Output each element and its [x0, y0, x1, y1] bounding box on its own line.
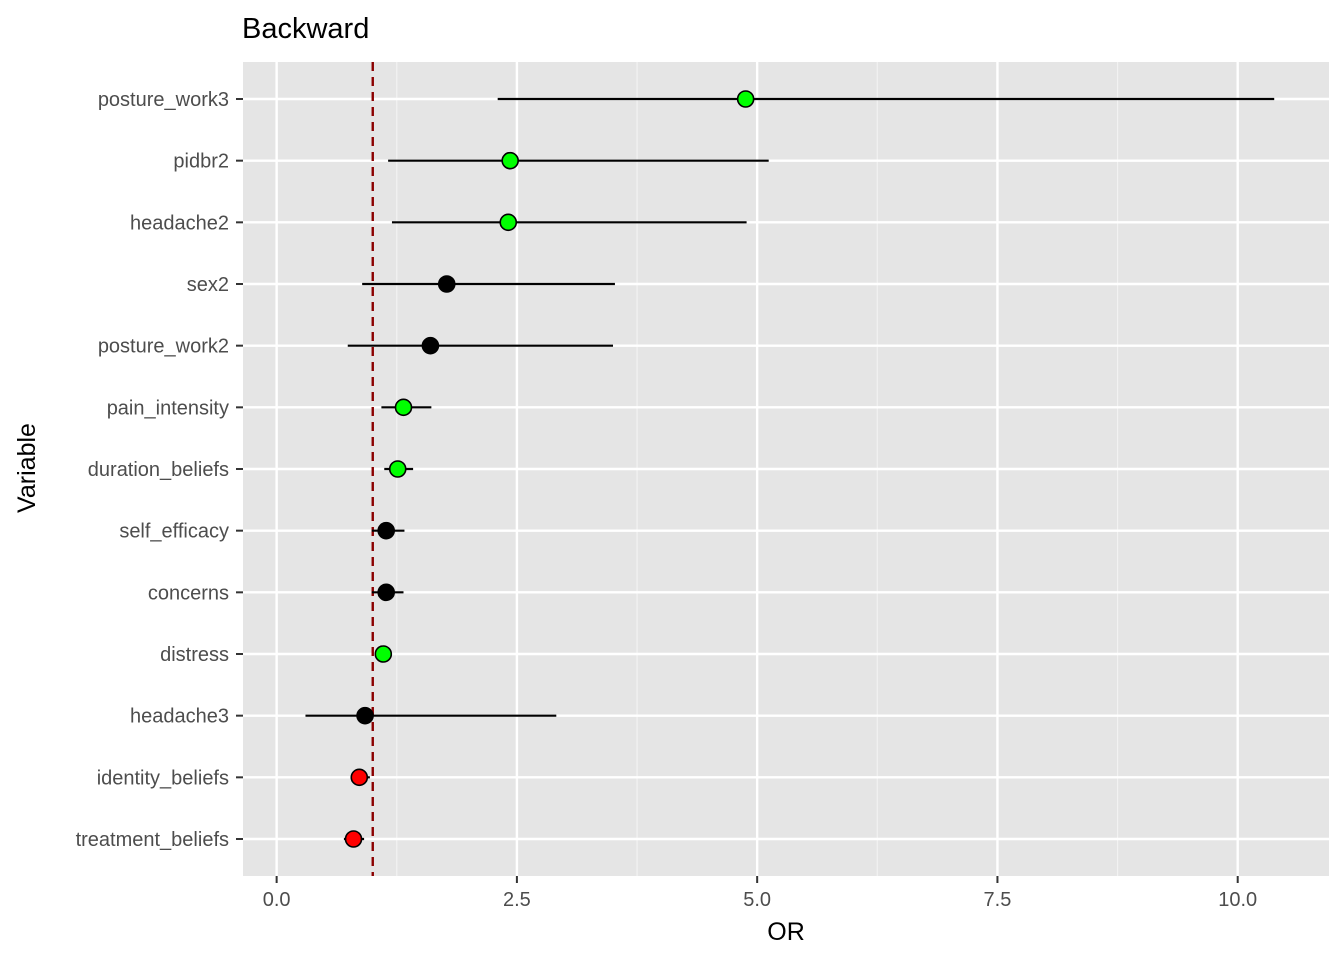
or-point	[344, 830, 363, 848]
y-tick-label: self_efficacy	[119, 521, 229, 543]
or-point	[388, 460, 407, 478]
x-axis-title: OR	[767, 918, 805, 946]
x-tick-label: 2.5	[503, 889, 531, 911]
y-tick-label: duration_beliefs	[88, 459, 229, 481]
or-point	[421, 336, 440, 355]
or-point	[356, 706, 374, 725]
or-point	[501, 151, 519, 170]
or-point	[350, 768, 369, 787]
or-point	[394, 398, 413, 417]
y-tick-label: posture_work2	[98, 336, 229, 358]
or-point	[437, 275, 456, 293]
x-tick-label: 5.0	[743, 889, 771, 911]
y-tick-label: distress	[160, 644, 229, 666]
chart-title: Backward	[242, 13, 369, 45]
y-tick-label: headache2	[130, 212, 229, 234]
y-tick-label: sex2	[187, 274, 229, 296]
y-tick-label: posture_work3	[98, 89, 229, 111]
x-tick-label: 0.0	[263, 889, 291, 911]
y-tick-label: concerns	[148, 582, 229, 604]
y-tick-label: identity_beliefs	[97, 767, 229, 789]
y-tick-label: headache3	[130, 706, 229, 728]
x-tick-label: 7.5	[984, 889, 1012, 911]
or-point	[377, 521, 395, 540]
y-tick-label: pidbr2	[173, 151, 229, 173]
y-axis-title: Variable	[13, 423, 41, 513]
or-point	[736, 90, 755, 108]
y-tick-label: treatment_beliefs	[76, 829, 229, 851]
y-tick-label: pain_intensity	[107, 397, 229, 419]
or-point	[377, 583, 395, 602]
or-point	[374, 645, 393, 663]
or-point	[499, 213, 518, 232]
x-tick-label: 10.0	[1218, 889, 1257, 911]
